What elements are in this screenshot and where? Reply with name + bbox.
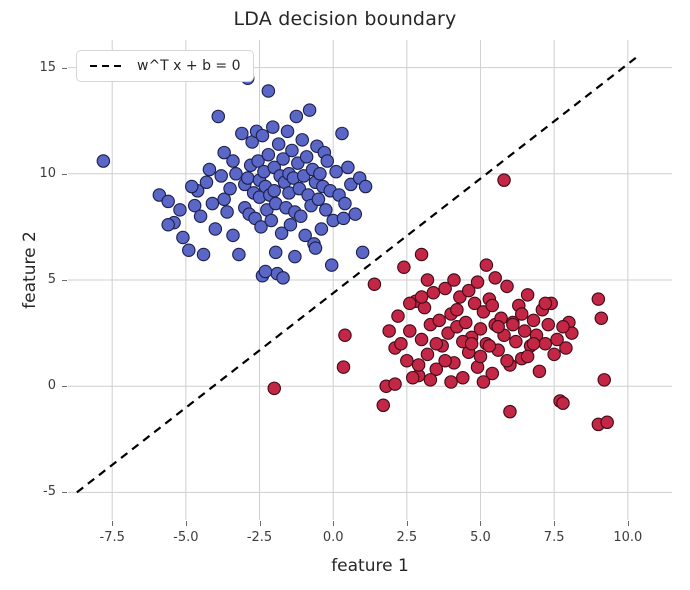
x-tick-label: 0.0 <box>322 530 344 545</box>
x-tick-label: 7.5 <box>543 530 565 545</box>
y-tick-label: 10 <box>39 165 56 181</box>
x-tick-mark <box>480 521 482 526</box>
x-tick-mark <box>185 521 187 526</box>
page-title: LDA decision boundary <box>233 8 457 30</box>
x-tick-label: -2.5 <box>246 530 273 545</box>
x-tick-label: 10.0 <box>613 530 643 545</box>
plot-area <box>68 40 672 520</box>
x-tick-mark <box>259 521 261 526</box>
x-tick-mark <box>333 521 335 526</box>
x-tick-label: -5.0 <box>173 530 199 545</box>
y-tick-mark <box>62 492 67 494</box>
y-tick-mark <box>62 386 67 388</box>
y-tick-mark <box>62 67 67 69</box>
y-tick-mark <box>62 173 67 175</box>
x-axis-label: feature 1 <box>331 556 409 576</box>
x-tick-label: 2.5 <box>396 530 418 545</box>
y-tick-label: 15 <box>39 59 56 75</box>
x-tick-mark <box>112 521 114 526</box>
x-tick-mark <box>554 521 556 526</box>
legend-label: w^T x + b = 0 <box>137 58 241 74</box>
y-tick-mark <box>62 280 67 281</box>
x-tick-mark <box>627 521 629 526</box>
decision-boundary-line <box>76 53 641 494</box>
legend: w^T x + b = 0 <box>76 50 254 82</box>
scatter-points <box>96 71 614 432</box>
x-tick-mark <box>406 521 408 526</box>
y-tick-label: 5 <box>47 272 56 287</box>
x-tick-label: 5.0 <box>470 530 491 545</box>
x-tick-label: -7.5 <box>99 530 125 545</box>
y-axis-label: feature 2 <box>20 231 40 309</box>
y-tick-label: 0 <box>47 378 56 394</box>
y-tick-label: -5 <box>43 484 56 500</box>
dashed-line-icon <box>90 65 126 67</box>
